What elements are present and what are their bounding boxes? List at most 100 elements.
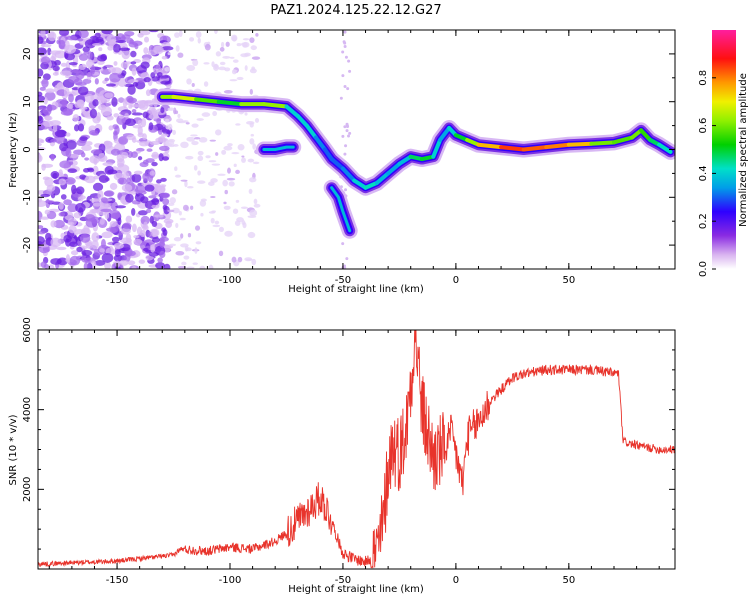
noise-speck: [168, 243, 177, 247]
ridge-segment: [261, 102, 289, 109]
noise-speck: [127, 260, 136, 266]
noise-speck: [252, 161, 260, 165]
noise-speck: [60, 110, 73, 116]
noise-speck: [45, 88, 55, 94]
noise-speck: [89, 198, 101, 203]
noise-speck: [148, 122, 154, 131]
ridge-segment: [352, 178, 368, 190]
noise-speck: [60, 62, 68, 67]
noise-speck: [199, 265, 206, 269]
noise-speck: [167, 52, 171, 56]
noise-speck: [50, 138, 58, 143]
x-tick-label: 50: [562, 575, 575, 586]
spectrogram-x-axis-label: Height of straight line (km): [288, 284, 424, 295]
noise-speck: [223, 145, 233, 151]
noise-speck: [109, 182, 118, 190]
noise-speck: [84, 157, 90, 161]
noise-speck: [104, 262, 111, 269]
noise-speck: [89, 155, 101, 164]
noise-speck: [125, 250, 136, 257]
noise-speck: [174, 32, 180, 38]
noise-speck: [140, 196, 149, 204]
noise-speck: [65, 35, 78, 41]
noise-speck: [348, 131, 352, 135]
noise-speck: [100, 197, 108, 203]
noise-speck: [165, 220, 173, 229]
noise-speck: [249, 37, 255, 44]
noise-speck: [83, 168, 90, 173]
noise-speck: [149, 170, 155, 176]
noise-speck: [118, 47, 131, 51]
noise-speck: [109, 72, 121, 83]
noise-speck: [210, 217, 215, 224]
noise-speck: [199, 199, 207, 207]
noise-speck: [77, 38, 84, 42]
ridge-segment: [340, 166, 357, 183]
noise-speck: [40, 193, 51, 198]
x-tick-label: 50: [562, 275, 575, 286]
noise-speck: [160, 133, 169, 137]
noise-speck: [50, 170, 60, 179]
noise-speck: [70, 250, 79, 256]
noise-speck: [339, 96, 343, 100]
noise-speck: [73, 228, 86, 235]
noise-speck: [68, 62, 78, 66]
noise-speck: [101, 231, 113, 239]
ridge-segment: [216, 99, 244, 107]
noise-speck: [138, 259, 146, 264]
noise-speck: [108, 125, 114, 131]
noise-speck: [249, 122, 254, 128]
noise-speck: [97, 104, 107, 111]
noise-speck: [159, 250, 166, 259]
noise-speck: [90, 64, 96, 75]
noise-speck: [345, 124, 349, 128]
noise-speck: [245, 258, 254, 261]
noise-speck: [227, 143, 233, 147]
noise-speck: [68, 93, 74, 103]
noise-speck: [343, 30, 347, 34]
noise-speck: [151, 197, 160, 206]
noise-speck: [40, 261, 47, 269]
noise-speck: [166, 143, 172, 147]
noise-speck: [84, 93, 94, 103]
colorbar-tick-label: 0.4: [698, 165, 709, 181]
noise-speck: [41, 78, 49, 88]
noise-speck: [341, 50, 345, 54]
noise-speck: [42, 107, 52, 116]
noise-speck: [90, 149, 103, 155]
x-tick-label: -150: [106, 275, 129, 286]
noise-speck: [191, 82, 195, 88]
noise-speck: [223, 90, 233, 94]
noise-speck: [190, 134, 198, 137]
noise-speck: [76, 99, 85, 108]
figure-title: PAZ1.2024.125.22.12.G27: [270, 3, 441, 18]
noise-speck: [224, 189, 228, 195]
noise-speck: [121, 49, 131, 60]
noise-speck: [89, 130, 99, 136]
noise-speck: [174, 110, 179, 115]
noise-speck: [85, 141, 93, 146]
noise-speck: [77, 241, 82, 247]
noise-speck: [343, 44, 347, 48]
noise-speck: [78, 53, 89, 61]
noise-speck: [151, 229, 159, 237]
noise-speck: [105, 83, 116, 87]
noise-speck: [60, 194, 67, 200]
noise-speck: [50, 220, 57, 228]
noise-speck: [248, 188, 253, 194]
noise-speck: [44, 177, 54, 187]
noise-speck: [249, 88, 253, 95]
noise-speck: [44, 209, 50, 215]
colorbar: 0.0 0.2 0.4 0.6 0.8 Normalized spectral ampl…: [698, 30, 749, 277]
noise-speck: [75, 202, 86, 213]
noise-speck: [232, 59, 239, 63]
noise-speck: [38, 236, 45, 245]
noise-speck: [151, 204, 160, 209]
noise-speck: [194, 225, 201, 231]
noise-speck: [131, 207, 136, 216]
noise-speck: [151, 237, 161, 243]
noise-speck: [67, 103, 74, 109]
noise-speck: [251, 258, 257, 266]
noise-speck: [204, 43, 211, 51]
y-tick-label: 6000: [22, 317, 33, 342]
